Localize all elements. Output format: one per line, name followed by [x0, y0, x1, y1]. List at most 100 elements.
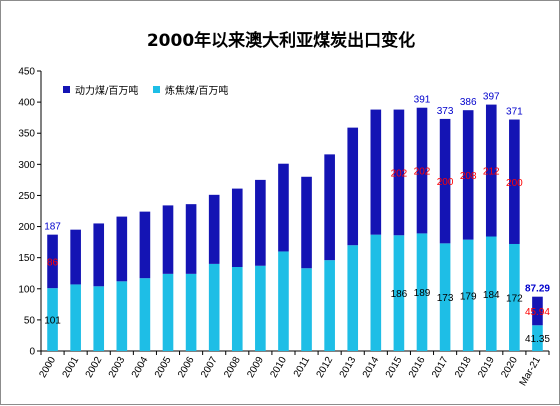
data-label-thermal: 202 [391, 168, 408, 179]
bar-coking-2010 [278, 251, 289, 351]
x-tick-label: 2004 [130, 355, 151, 380]
bar-thermal-2016 [416, 107, 428, 234]
bar-coking-2020 [509, 243, 520, 351]
x-tick-label: 2012 [315, 355, 336, 380]
x-tick-label: 2009 [245, 355, 266, 380]
y-tick-label: 250 [18, 191, 35, 202]
bar-thermal-2002 [93, 223, 105, 287]
data-label-total: 371 [506, 107, 523, 118]
bar-coking-2008 [231, 267, 243, 351]
x-tick-label: 2016 [407, 355, 428, 380]
x-tick-label: 2000 [37, 355, 58, 380]
x-tick-label: 2015 [384, 355, 405, 380]
x-tick-label: 2018 [453, 355, 474, 380]
bar-thermal-2020 [509, 119, 520, 244]
legend-swatch-thermal [63, 86, 70, 93]
data-label-thermal: 200 [506, 178, 523, 189]
data-label-coking: 173 [437, 293, 454, 304]
data-label-thermal: 202 [414, 167, 431, 178]
bar-thermal-2003 [116, 216, 128, 282]
bar-thermal-2011 [301, 176, 312, 269]
bar-coking-2001 [70, 284, 81, 351]
bar-coking-2011 [301, 268, 312, 351]
y-tick-label: 0 [29, 347, 35, 358]
y-tick-label: 50 [24, 315, 36, 326]
bar-thermal-Mar-21 [532, 296, 543, 326]
bar-coking-2009 [255, 265, 266, 351]
data-label-coking: 179 [460, 291, 477, 302]
data-label-thermal: 86 [47, 257, 59, 268]
bar-thermal-2019 [485, 104, 497, 237]
bar-coking-Mar-21 [532, 325, 543, 351]
data-label-coking: 101 [44, 316, 61, 327]
x-tick-label: 2020 [499, 355, 520, 380]
bar-coking-2003 [116, 281, 128, 351]
data-label-total: 373 [437, 106, 454, 117]
data-label-total: 87.29 [525, 284, 550, 295]
bar-coking-2018 [462, 239, 474, 351]
bar-thermal-2004 [139, 211, 151, 279]
x-tick-label: 2007 [199, 355, 220, 380]
bar-thermal-2001 [70, 229, 81, 285]
legend-label-coking: 炼焦煤/百万吨 [165, 84, 228, 97]
bar-thermal-2008 [231, 188, 243, 267]
legend: 动力煤/百万吨 炼焦煤/百万吨 [63, 84, 228, 97]
x-tick-label: 2008 [222, 355, 243, 380]
x-tick-label: 2019 [476, 355, 497, 380]
bar-coking-2014 [370, 234, 382, 351]
bar-coking-2012 [324, 260, 335, 351]
data-label-coking: 172 [506, 293, 523, 304]
bar-thermal-2018 [462, 110, 474, 240]
bar-coking-2006 [185, 273, 197, 351]
x-tick-label: 2017 [430, 355, 451, 380]
x-tick-label: 2002 [84, 355, 105, 380]
bar-coking-2019 [485, 236, 497, 351]
bar-coking-2000 [47, 288, 58, 351]
bars [47, 104, 543, 351]
bar-thermal-2015 [393, 109, 405, 236]
y-tick-label: 400 [18, 98, 35, 109]
data-label-coking: 41.35 [525, 334, 550, 345]
bar-thermal-2012 [324, 154, 335, 261]
bar-coking-2005 [162, 273, 174, 351]
bar-thermal-2000 [47, 234, 58, 289]
bar-thermal-2005 [162, 205, 174, 274]
data-label-total: 391 [414, 95, 431, 106]
x-tick-label: 2001 [61, 355, 82, 380]
x-tick-label: Mar-21 [518, 355, 544, 388]
data-label-total: 187 [44, 222, 61, 233]
bar-coking-2013 [347, 245, 359, 351]
data-labels: 101 86 187 186 202 189 202 391 173 200 373 179 208 38… [44, 92, 550, 346]
bar-thermal-2007 [208, 194, 220, 264]
x-tick-label: 2011 [292, 355, 312, 380]
data-label-coking: 184 [483, 290, 500, 301]
x-tick-label: 2006 [176, 355, 197, 380]
data-label-thermal: 212 [483, 167, 500, 178]
data-label-coking: 186 [391, 289, 408, 300]
bar-thermal-2014 [370, 109, 382, 235]
data-label-thermal: 208 [460, 171, 477, 182]
bar-coking-2002 [93, 286, 105, 351]
bar-coking-2016 [416, 233, 428, 351]
bar-thermal-2009 [255, 179, 266, 266]
data-label-total: 397 [483, 92, 500, 103]
x-tick-label: 2014 [361, 355, 382, 380]
data-label-thermal: 45.94 [525, 307, 550, 318]
legend-label-thermal: 动力煤/百万吨 [75, 84, 138, 97]
bar-thermal-2017 [439, 118, 451, 244]
data-label-thermal: 200 [437, 177, 454, 188]
y-tick-label: 300 [18, 160, 35, 171]
chart-title: 2000年以来澳大利亚煤炭出口变化 [147, 30, 415, 51]
data-label-coking: 189 [414, 288, 431, 299]
y-tick-label: 200 [18, 222, 35, 233]
bar-coking-2007 [208, 263, 220, 351]
bar-thermal-2013 [347, 127, 359, 246]
bar-thermal-2010 [278, 163, 289, 252]
y-tick-label: 100 [18, 284, 35, 295]
y-tick-label: 450 [18, 67, 35, 78]
x-tick-label: 2013 [338, 355, 359, 380]
bar-coking-2017 [439, 243, 451, 351]
